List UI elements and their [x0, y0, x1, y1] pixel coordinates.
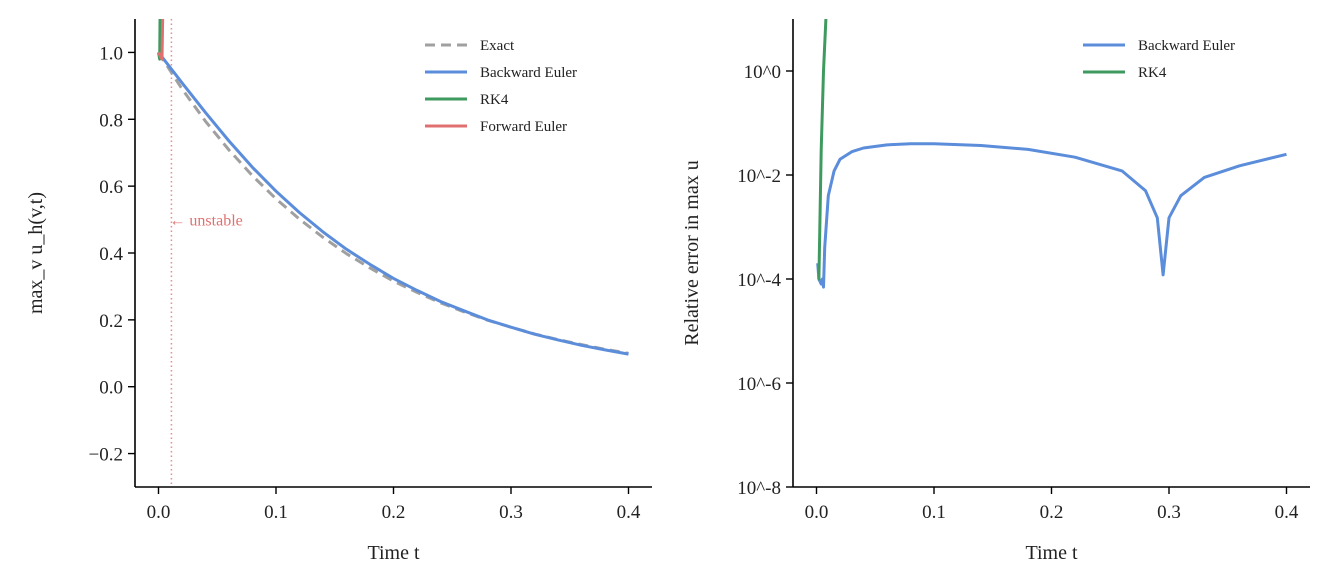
x-tick-label: 0.3	[1157, 502, 1181, 523]
y-tick-label: 10^-4	[737, 270, 781, 291]
annotation: ← unstable	[169, 213, 242, 230]
x-tick-label: 0.4	[617, 502, 641, 523]
x-axis-label: Time t	[1025, 542, 1078, 564]
legend-label: Forward Euler	[480, 119, 567, 135]
series-backward-euler	[157, 51, 629, 356]
y-tick-label: 1.0	[99, 43, 123, 64]
y-tick-label: 0.2	[99, 311, 123, 332]
y-tick-label: 10^0	[744, 62, 781, 83]
x-tick-label: 0.4	[1275, 502, 1299, 523]
y-tick-label: 10^-6	[737, 374, 781, 395]
x-tick-label: 0.0	[805, 502, 829, 523]
series-rk4	[157, 19, 162, 61]
series-forward-euler	[157, 19, 165, 61]
legend: Exact Backward Euler RK4 Forward Euler	[425, 38, 577, 135]
legend-label: Backward Euler	[480, 65, 577, 81]
y-tick-label: −0.2	[89, 445, 123, 466]
y-tick-label: 0.4	[99, 244, 123, 265]
legend-label: RK4	[1138, 65, 1167, 81]
legend: Backward Euler RK4	[1083, 38, 1235, 81]
y-tick-label: 0.0	[99, 378, 123, 399]
x-tick-label: 0.3	[499, 502, 523, 523]
x-tick-label: 0.2	[382, 502, 406, 523]
y-axis-label: max_v u_h(v,t)	[25, 192, 47, 314]
panel-2: 0.0 0.1 0.2 0.3 0.4 10^-8 10^-6 10^-4 10^-2 10^0 T…	[681, 19, 1310, 564]
y-axis-label: Relative error in max u	[681, 160, 703, 346]
series-exact	[157, 51, 629, 355]
y-tick-label: 10^-8	[737, 478, 781, 499]
x-tick-label: 0.1	[922, 502, 946, 523]
y-tick-label: 10^-2	[737, 166, 781, 187]
series-backward-euler	[816, 142, 1287, 289]
y-tick-label: 0.6	[99, 177, 123, 198]
series-rk4	[817, 19, 828, 281]
x-axis-label: Time t	[367, 542, 420, 564]
legend-label: RK4	[480, 92, 509, 108]
y-tick-label: 0.8	[99, 110, 123, 131]
legend-label: Backward Euler	[1138, 38, 1235, 54]
x-tick-label: 0.0	[147, 502, 171, 523]
x-tick-label: 0.1	[264, 502, 288, 523]
legend-label: Exact	[480, 38, 515, 54]
x-tick-label: 0.2	[1040, 502, 1064, 523]
panel-1: ← unstable 0.0 0.1 0.2 0.3 0.4 −0.2 0.0 0.2 0.4 0.…	[25, 19, 652, 564]
